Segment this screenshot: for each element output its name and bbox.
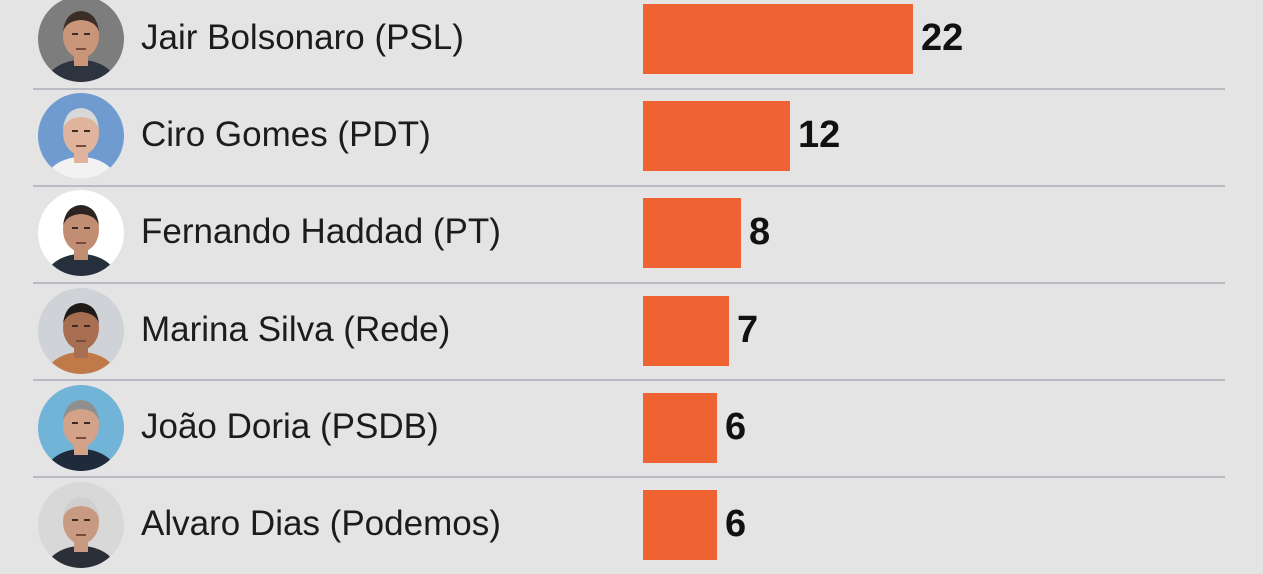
data-label: 12 xyxy=(798,114,841,157)
candidate-avatar xyxy=(38,384,124,471)
candidate-avatar xyxy=(38,482,124,568)
category-label: Alvaro Dias (Podemos) xyxy=(141,504,501,543)
category-label: Marina Silva (Rede) xyxy=(141,309,451,349)
bar xyxy=(643,295,729,366)
bar xyxy=(643,198,741,269)
category-label: Fernando Haddad (PT) xyxy=(141,212,501,252)
bar xyxy=(643,392,717,463)
row-separator xyxy=(33,379,1225,381)
candidate-avatar xyxy=(38,287,124,374)
candidate-avatar xyxy=(38,0,124,82)
data-label: 7 xyxy=(737,308,759,351)
bar xyxy=(643,490,717,560)
bar xyxy=(643,4,913,74)
row-separator xyxy=(33,282,1225,284)
data-label: 8 xyxy=(749,211,771,254)
row-separator xyxy=(33,476,1225,478)
candidate-avatar xyxy=(38,93,124,180)
data-label: 6 xyxy=(725,503,747,545)
data-label: 6 xyxy=(725,405,747,448)
bar xyxy=(643,101,790,172)
category-label: João Doria (PSDB) xyxy=(141,406,439,446)
candidate-avatar xyxy=(38,190,124,277)
row-separator xyxy=(33,185,1225,187)
horizontal-bar-chart: Jair Bolsonaro (PSL) 22 Ciro Gomes (PDT) 12… xyxy=(33,0,1225,568)
category-label: Ciro Gomes (PDT) xyxy=(141,115,431,155)
row-separator xyxy=(33,88,1225,90)
category-label: Jair Bolsonaro (PSL) xyxy=(141,18,464,57)
data-label: 22 xyxy=(921,17,964,59)
